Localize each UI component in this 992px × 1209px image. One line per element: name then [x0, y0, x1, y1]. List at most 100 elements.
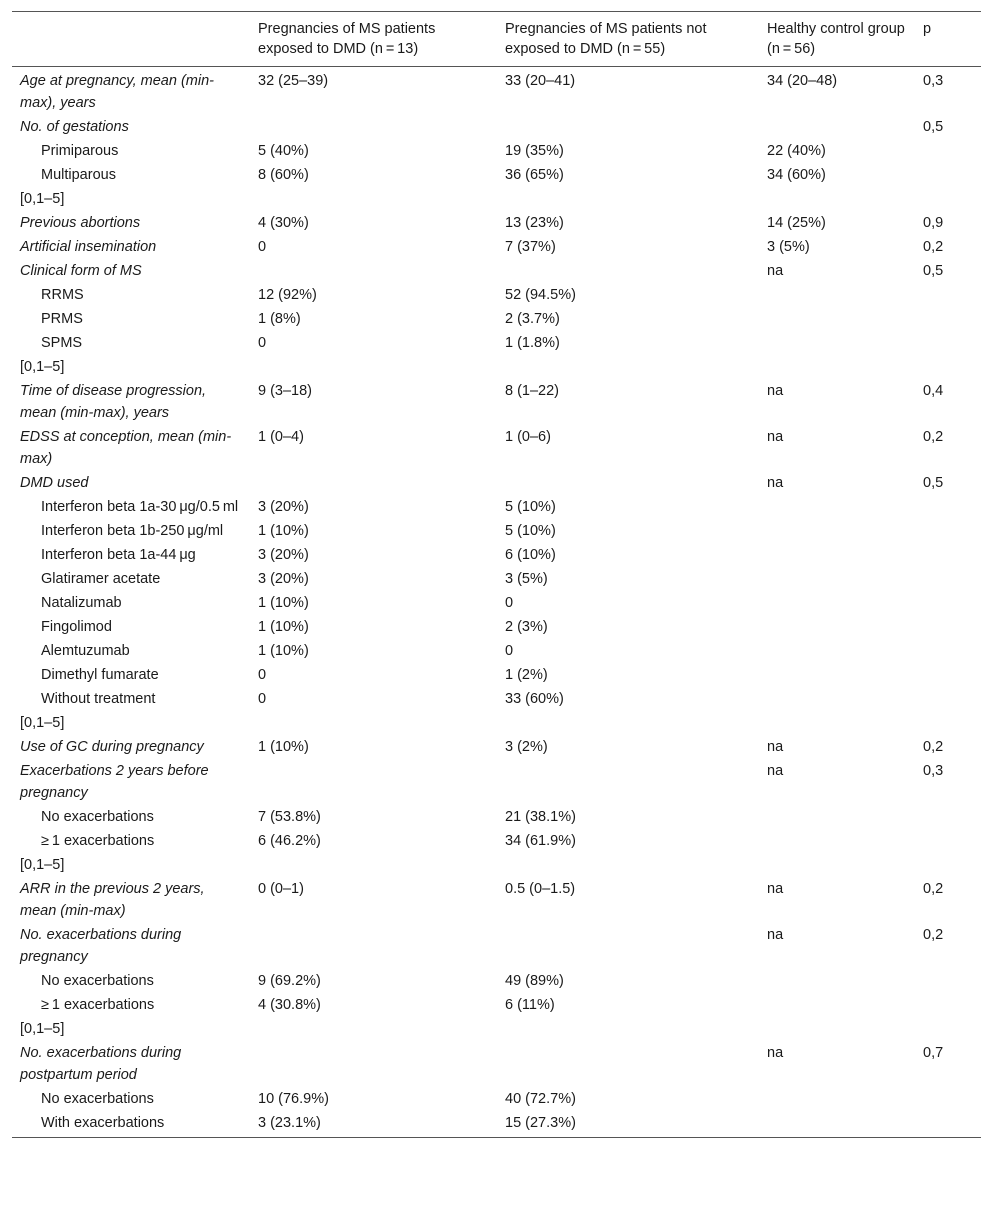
cell-p-value: [915, 355, 981, 379]
row-label: Alemtuzumab: [41, 643, 130, 659]
cell-healthy: [759, 1111, 915, 1138]
cell-exposed: 9 (69.2%): [258, 973, 321, 989]
cell-p-value: [915, 163, 981, 187]
table-row: Natalizumab 1 (10%) 0: [12, 591, 981, 615]
cell-not-exposed: [497, 711, 759, 735]
cell-healthy: na: [767, 263, 784, 279]
row-label: Use of GC during pregnancy: [20, 739, 204, 755]
cell-exposed: 4 (30%): [258, 215, 309, 231]
cell-healthy: [759, 639, 915, 663]
cell-exposed: 0: [258, 667, 267, 683]
row-label: With exacerbations: [41, 1115, 165, 1131]
cell-exposed: 0: [258, 335, 267, 351]
row-label: Interferon beta 1a-44 μg: [41, 547, 196, 563]
header-variable: [12, 12, 250, 67]
table-row: Clinical form of MS na 0,5: [12, 259, 981, 283]
cell-p-value: 0,7: [923, 1045, 944, 1061]
cell-p-value: 0,9: [923, 215, 944, 231]
cell-not-exposed: 0: [505, 643, 514, 659]
cell-p-value: [915, 567, 981, 591]
row-label: Natalizumab: [41, 595, 122, 611]
cell-p-value: 0,3: [923, 73, 944, 89]
cell-p-value: [915, 615, 981, 639]
table-row: ARR in the previous 2 years, mean (min-m…: [12, 877, 981, 923]
table-row: PRMS 1 (8%) 2 (3.7%): [12, 307, 981, 331]
table-row: No exacerbations 7 (53.8%) 21 (38.1%): [12, 805, 981, 829]
cell-exposed: 1 (10%): [258, 595, 309, 611]
cell-not-exposed: [497, 759, 759, 805]
cell-exposed: [250, 115, 497, 139]
cell-healthy: [759, 495, 915, 519]
cell-not-exposed: [497, 471, 759, 495]
table-row: Without treatment 0 33 (60%): [12, 687, 981, 711]
table-row: No. of gestations 0,5: [12, 115, 981, 139]
row-label: Time of disease progression, mean (min-m…: [20, 383, 207, 421]
table-row: [0,1–5]: [12, 711, 981, 735]
header-healthy: Healthy control group (n = 56): [767, 21, 905, 57]
cell-exposed: [250, 923, 497, 969]
cell-healthy: [759, 969, 915, 993]
cell-healthy: [759, 711, 915, 735]
cell-healthy: na: [767, 881, 784, 897]
table-row: RRMS 12 (92%) 52 (94.5%): [12, 283, 981, 307]
table-row: [0,1–5]: [12, 355, 981, 379]
header-not-exposed: Pregnancies of MS patients not exposed t…: [505, 21, 707, 57]
cell-not-exposed: [497, 1041, 759, 1087]
row-label: No exacerbations: [41, 1091, 154, 1107]
cell-not-exposed: 34 (61.9%): [505, 833, 576, 849]
cell-healthy: [759, 187, 915, 211]
table-body: Age at pregnancy, mean (min-max), years 3…: [12, 67, 981, 1138]
cell-p-value: [915, 969, 981, 993]
header-exposed: Pregnancies of MS patients exposed to DM…: [258, 21, 436, 57]
cell-not-exposed: 40 (72.7%): [505, 1091, 576, 1107]
cell-healthy: [759, 853, 915, 877]
cell-p-value: [915, 1087, 981, 1111]
cell-not-exposed: 2 (3%): [505, 619, 548, 635]
cell-healthy: [759, 993, 915, 1017]
row-label: No. exacerbations during postpartum peri…: [20, 1045, 182, 1083]
table-row: Multiparous 8 (60%) 36 (65%) 34 (60%): [12, 163, 981, 187]
cell-exposed: [250, 355, 497, 379]
table-row: [0,1–5]: [12, 853, 981, 877]
cell-exposed: 0 (0–1): [258, 881, 304, 897]
cell-not-exposed: 21 (38.1%): [505, 809, 576, 825]
cell-healthy: [759, 1017, 915, 1041]
row-label: [0,1–5]: [20, 191, 65, 207]
cell-p-value: 0,4: [923, 383, 944, 399]
cell-p-value: [915, 495, 981, 519]
cell-not-exposed: 19 (35%): [505, 143, 564, 159]
header-row: Pregnancies of MS patients exposed to DM…: [12, 11, 981, 67]
cell-p-value: [915, 591, 981, 615]
cell-healthy: na: [767, 1045, 784, 1061]
row-label: ≥ 1 exacerbations: [41, 997, 155, 1013]
row-label: ARR in the previous 2 years, mean (min-m…: [20, 881, 205, 919]
cell-not-exposed: 1 (1.8%): [505, 335, 560, 351]
header-p-value: p: [923, 21, 932, 37]
cell-exposed: 3 (23.1%): [258, 1115, 321, 1131]
cell-exposed: 9 (3–18): [258, 383, 313, 399]
cell-exposed: 12 (92%): [258, 287, 317, 303]
cell-healthy: na: [767, 763, 784, 779]
row-label: Interferon beta 1a-30 μg/0.5 ml: [41, 499, 239, 515]
cell-not-exposed: 3 (5%): [505, 571, 548, 587]
cell-exposed: 1 (10%): [258, 619, 309, 635]
cell-not-exposed: 8 (1–22): [505, 383, 560, 399]
table-row: [0,1–5]: [12, 187, 981, 211]
cell-exposed: [250, 711, 497, 735]
cell-healthy: [759, 543, 915, 567]
cell-exposed: 5 (40%): [258, 143, 309, 159]
row-label: PRMS: [41, 311, 83, 327]
row-label: Without treatment: [41, 691, 156, 707]
cell-p-value: 0,5: [923, 119, 944, 135]
cell-healthy: [759, 591, 915, 615]
table-row: EDSS at conception, mean (min-max) 1 (0–4…: [12, 425, 981, 471]
row-label: SPMS: [41, 335, 83, 351]
table-row: Exacerbations 2 years before pregnancy na…: [12, 759, 981, 805]
row-label: ≥ 1 exacerbations: [41, 833, 155, 849]
cell-not-exposed: 7 (37%): [505, 239, 556, 255]
row-label: Fingolimod: [41, 619, 112, 635]
cell-exposed: 3 (20%): [258, 499, 309, 515]
cell-p-value: [915, 139, 981, 163]
row-label: Dimethyl fumarate: [41, 667, 159, 683]
cell-healthy: [759, 283, 915, 307]
